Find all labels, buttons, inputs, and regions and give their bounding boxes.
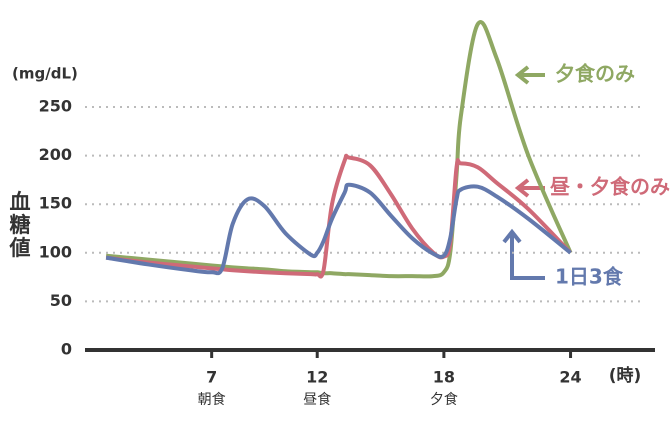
series-line — [105, 153, 572, 279]
y-tick-label: 250 — [39, 96, 72, 115]
y-tick-label: 150 — [39, 194, 72, 213]
meal-label: 朝食 — [198, 391, 226, 408]
y-tick-label: 100 — [39, 242, 72, 261]
y-tick-label: 0 — [61, 340, 72, 359]
series-line — [105, 20, 573, 279]
meal-label: 昼食 — [303, 391, 331, 408]
series-label: 1日3食 — [555, 265, 624, 289]
y-tick-label: 50 — [50, 291, 72, 310]
arrow — [514, 65, 545, 85]
x-tick-label: 7 — [206, 368, 217, 387]
x-tick-label: 24 — [559, 368, 581, 387]
arrow — [502, 228, 545, 280]
series-line — [105, 182, 572, 276]
meal-label: 夕食 — [430, 391, 458, 408]
x-unit: (時) — [609, 365, 642, 386]
series-label: 昼・夕食のみ — [550, 175, 670, 199]
x-tick-label: 12 — [306, 368, 328, 387]
y-unit: (mg/dL) — [12, 65, 78, 83]
y-tick-label: 200 — [39, 145, 72, 164]
x-tick-label: 18 — [433, 368, 455, 387]
series-label: 夕食のみ — [555, 62, 635, 86]
y-label: 血糖値 — [7, 190, 32, 260]
